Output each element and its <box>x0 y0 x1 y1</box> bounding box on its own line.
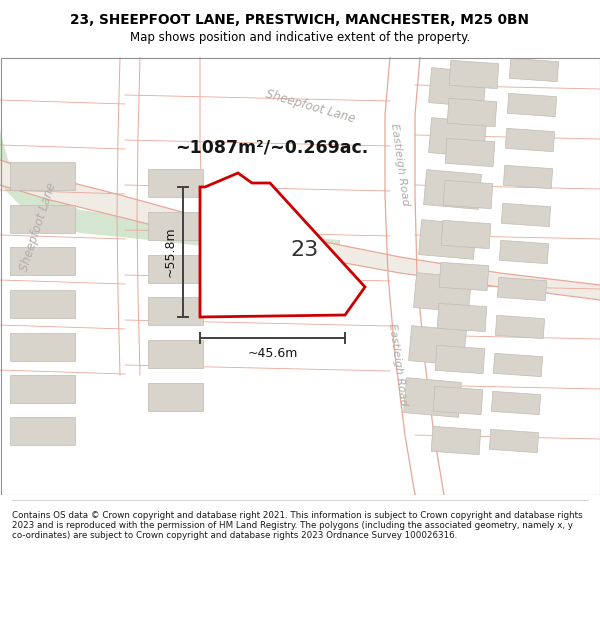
Polygon shape <box>419 219 476 259</box>
Polygon shape <box>10 205 75 233</box>
Text: Eastleigh Road: Eastleigh Road <box>387 323 409 407</box>
Polygon shape <box>449 61 499 89</box>
Polygon shape <box>428 68 487 108</box>
Polygon shape <box>0 160 600 300</box>
Polygon shape <box>148 340 203 368</box>
Polygon shape <box>493 353 542 377</box>
Text: Map shows position and indicative extent of the property.: Map shows position and indicative extent… <box>130 31 470 44</box>
Polygon shape <box>10 290 75 318</box>
Text: ~1087m²/~0.269ac.: ~1087m²/~0.269ac. <box>175 138 368 156</box>
Polygon shape <box>443 181 493 209</box>
Text: Contains OS data © Crown copyright and database right 2021. This information is : Contains OS data © Crown copyright and d… <box>12 511 583 541</box>
Polygon shape <box>499 241 548 264</box>
Polygon shape <box>502 203 551 227</box>
Polygon shape <box>509 58 559 82</box>
Polygon shape <box>505 128 554 152</box>
Polygon shape <box>424 169 481 209</box>
Polygon shape <box>148 169 203 197</box>
Polygon shape <box>148 212 203 240</box>
Text: ~45.6m: ~45.6m <box>247 347 298 360</box>
Text: ~55.8m: ~55.8m <box>164 227 177 278</box>
Polygon shape <box>10 247 75 275</box>
Polygon shape <box>10 333 75 361</box>
Polygon shape <box>497 278 547 301</box>
Polygon shape <box>413 272 472 312</box>
Text: Sheepfoot Lane: Sheepfoot Lane <box>264 88 356 126</box>
Polygon shape <box>148 297 203 325</box>
Polygon shape <box>439 262 489 291</box>
Polygon shape <box>10 375 75 403</box>
Polygon shape <box>437 303 487 332</box>
Text: Eastleigh Road: Eastleigh Road <box>389 123 411 207</box>
Polygon shape <box>428 118 487 158</box>
Polygon shape <box>10 162 75 190</box>
Text: Sheepfoot Lane: Sheepfoot Lane <box>17 181 58 273</box>
Polygon shape <box>508 93 557 117</box>
Polygon shape <box>496 316 545 339</box>
Polygon shape <box>10 417 75 445</box>
Polygon shape <box>404 378 461 418</box>
Polygon shape <box>433 386 483 414</box>
Polygon shape <box>148 383 203 411</box>
Polygon shape <box>431 426 481 454</box>
Polygon shape <box>447 98 497 127</box>
Polygon shape <box>503 166 553 189</box>
Text: 23: 23 <box>291 240 319 260</box>
Polygon shape <box>435 346 485 374</box>
Polygon shape <box>148 255 203 283</box>
Text: 23, SHEEPFOOT LANE, PRESTWICH, MANCHESTER, M25 0BN: 23, SHEEPFOOT LANE, PRESTWICH, MANCHESTE… <box>71 12 530 26</box>
Polygon shape <box>200 173 365 317</box>
Polygon shape <box>409 326 466 366</box>
Polygon shape <box>490 429 539 452</box>
Polygon shape <box>441 221 491 249</box>
Polygon shape <box>445 138 495 167</box>
Polygon shape <box>491 391 541 414</box>
Polygon shape <box>0 57 340 263</box>
